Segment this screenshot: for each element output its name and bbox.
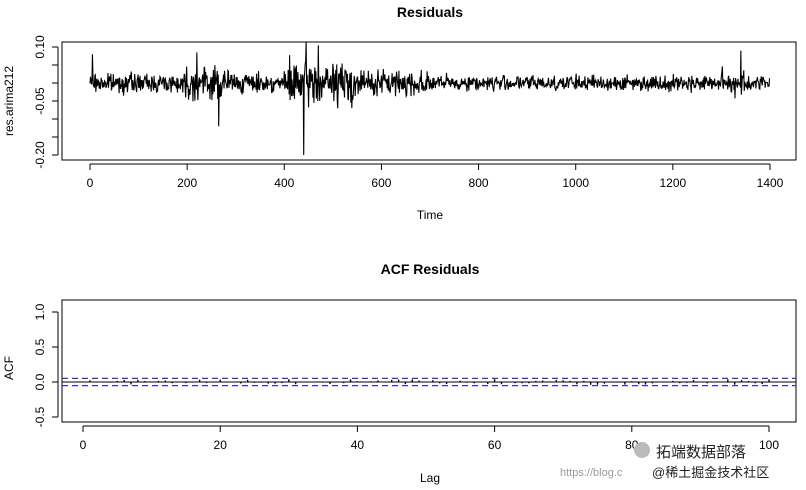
residuals-title: Residuals	[397, 4, 463, 20]
acf-x-tick-label: 60	[488, 438, 502, 452]
residuals-series	[89, 41, 771, 156]
watermark: 拓端数据部落 https://blog.c @稀土掘金技术社区	[560, 442, 769, 480]
residuals-x-tick-label: 1000	[562, 176, 589, 190]
residuals-x-axis: 0 200 400 600 800 1000 1200 1400	[87, 163, 784, 190]
acf-plot: ACF Residuals 0 20 40 60 80 100 -0.50.00.51.0…	[2, 261, 797, 485]
acf-title: ACF Residuals	[381, 261, 480, 277]
residuals-line	[89, 41, 771, 156]
residuals-x-tick-label: 600	[371, 176, 391, 190]
acf-x-tick-label: 20	[214, 438, 228, 452]
residuals-y-tick-label: 0.10	[33, 35, 47, 59]
acf-plot-frame	[61, 299, 797, 423]
residuals-plot: Residuals 0 200 400 600 800 1000 1200 1400 -0.2…	[2, 4, 797, 222]
acf-x-label: Lag	[420, 471, 440, 485]
acf-y-tick-label: -0.5	[33, 406, 47, 427]
residuals-x-label: Time	[417, 208, 444, 222]
residuals-x-tick-label: 1400	[757, 176, 784, 190]
residuals-x-tick-label: 400	[274, 176, 294, 190]
acf-y-label: ACF	[2, 356, 16, 380]
acf-x-axis: 0 20 40 60 80 100	[80, 425, 779, 452]
residuals-plot-frame	[61, 41, 797, 161]
watermark-logo-icon	[634, 442, 650, 458]
residuals-y-tick-label: -0.20	[33, 141, 47, 169]
watermark-brand: 拓端数据部落	[656, 444, 746, 461]
acf-y-tick-label: 1.0	[33, 303, 47, 320]
residuals-x-tick-label: 1200	[660, 176, 687, 190]
watermark-url: https://blog.c	[560, 467, 623, 479]
residuals-y-tick-label: -0.05	[33, 87, 47, 115]
acf-x-tick-label: 0	[80, 438, 87, 452]
residuals-y-label: res.arima212	[2, 66, 16, 136]
acf-y-tick-label: 0.0	[33, 373, 47, 390]
residuals-x-tick-label: 0	[87, 176, 94, 190]
acf-series	[62, 377, 796, 387]
acf-y-axis: -0.5 0.0 0.5 1.0	[33, 303, 59, 427]
acf-x-tick-label: 100	[759, 438, 779, 452]
residuals-y-axis: -0.20 -0.05 0.10	[33, 35, 59, 169]
residuals-x-tick-label: 800	[469, 176, 489, 190]
acf-y-tick-label: 0.5	[33, 338, 47, 355]
residuals-x-tick-label: 200	[177, 176, 197, 190]
watermark-site: @稀土掘金技术社区	[652, 465, 769, 480]
acf-x-tick-label: 40	[351, 438, 365, 452]
